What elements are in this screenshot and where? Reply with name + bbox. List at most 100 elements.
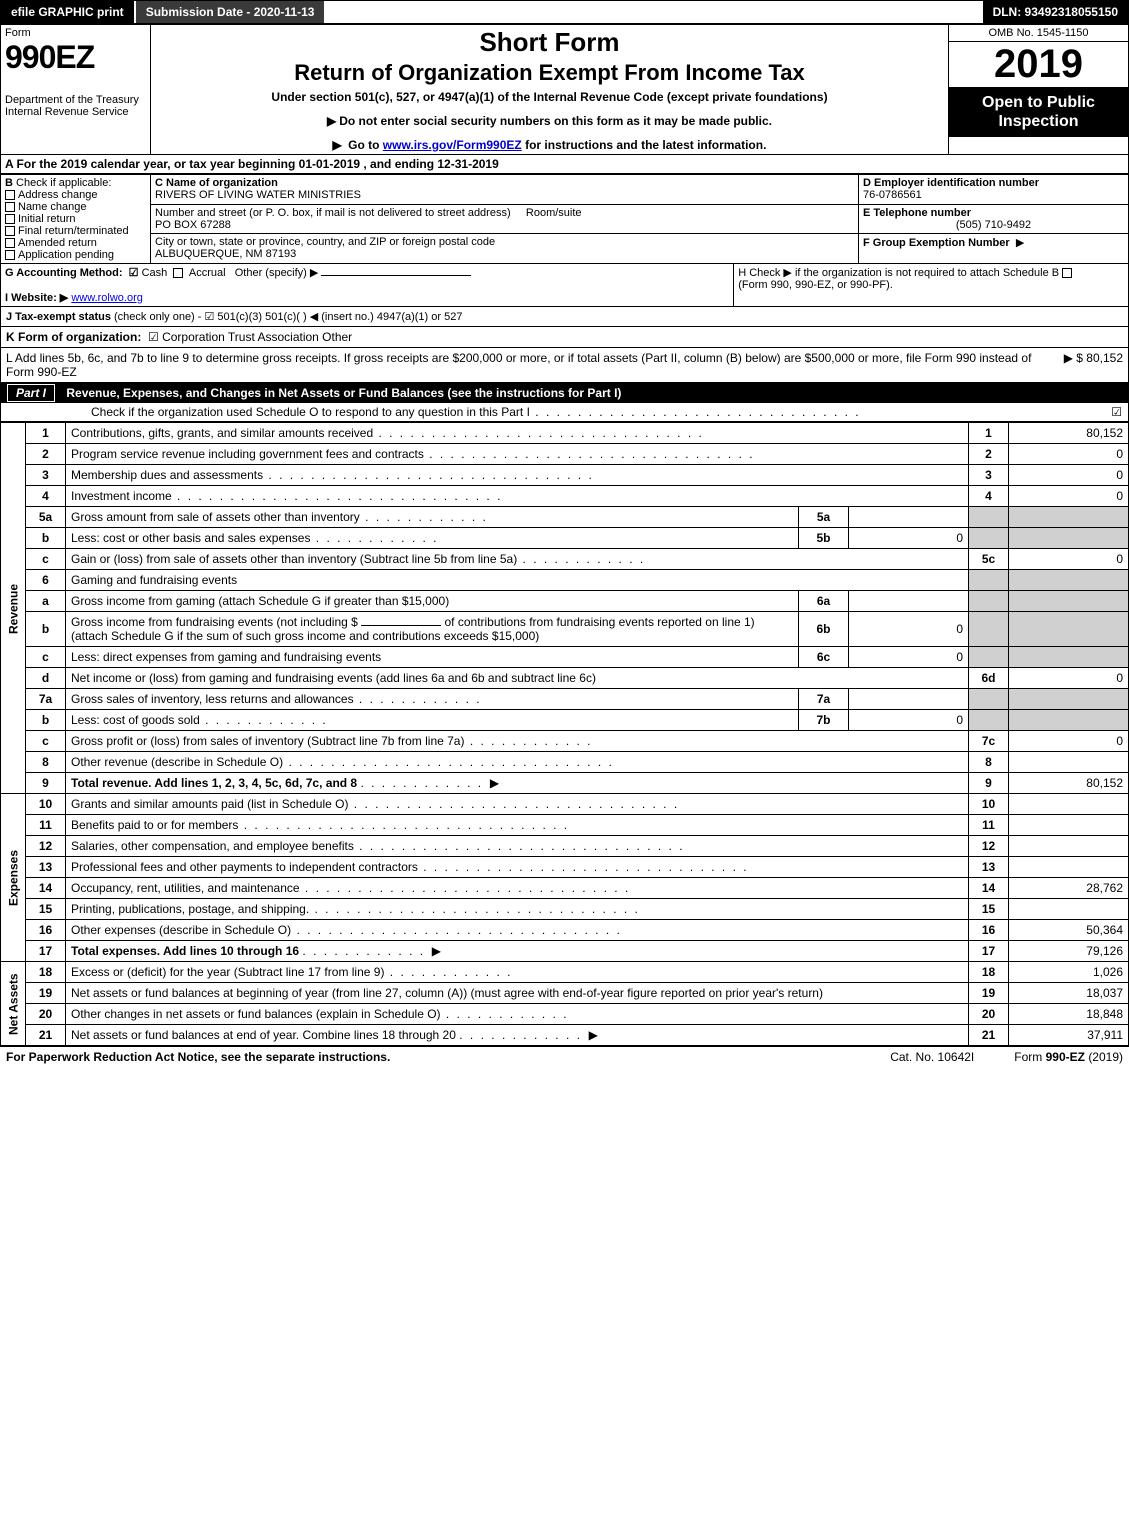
line-17-dots [302,944,425,958]
section-f: F Group Exemption Number ▶ [859,234,1129,264]
phone-value: (505) 710-9492 [863,219,1124,231]
line-16-box: 16 [969,920,1009,941]
line-6b-shade [969,612,1009,647]
row-j: J Tax-exempt status (check only one) - ☑… [0,307,1129,327]
checkbox-amended-return[interactable] [5,238,15,248]
k-text: ☑ Corporation Trust Association Other [148,330,352,344]
b-label: B [5,177,13,189]
line-9-cell: Total revenue. Add lines 1, 2, 3, 4, 5c,… [66,773,969,794]
city-state-zip: ALBUQUERQUE, NM 87193 [155,248,296,260]
line-19-num: 19 [26,983,66,1004]
section-d: D Employer identification number 76-0786… [859,175,1129,205]
opt-name-change: Name change [18,201,87,213]
line-16-amt: 50,364 [1009,920,1129,941]
l-amount: ▶ $ 80,152 [1054,351,1123,379]
line-9-text: Total revenue. Add lines 1, 2, 3, 4, 5c,… [71,776,357,790]
h-sub: (Form 990, 990-EZ, or 990-PF). [738,279,893,291]
opt-amended-return: Amended return [18,237,97,249]
h-checkbox[interactable] [1062,268,1072,278]
arrow-icon [333,138,345,152]
g-accrual: Accrual [189,267,226,279]
efile-print-button[interactable]: efile GRAPHIC print [1,1,136,23]
section-g: G Accounting Method: ☑ Cash Accrual Othe… [1,264,734,307]
line-21-box: 21 [969,1025,1009,1046]
line-21-amt: 37,911 [1009,1025,1129,1046]
k-label: K Form of organization: [6,330,141,344]
line-3-amt: 0 [1009,465,1129,486]
org-name: RIVERS OF LIVING WATER MINISTRIES [155,189,361,201]
line-7b-shade [969,710,1009,731]
line-6b-ibox: 6b [799,612,849,647]
line-5b-iamt: 0 [849,528,969,549]
line-4-text: Investment income [66,486,969,507]
line-20-box: 20 [969,1004,1009,1025]
expenses-label: Expenses [1,794,26,962]
line-19-amt: 18,037 [1009,983,1129,1004]
footer-right-pre: Form [1014,1050,1045,1064]
checkbox-address-change[interactable] [5,190,15,200]
line-7c-text: Gross profit or (loss) from sales of inv… [66,731,969,752]
gh-row: G Accounting Method: ☑ Cash Accrual Othe… [0,264,1129,307]
c-city-label: City or town, state or province, country… [155,236,495,248]
po-box: PO BOX 67288 [155,219,231,231]
part1-check-row: Check if the organization used Schedule … [1,403,1128,421]
line-5c-num: c [26,549,66,570]
line-4-box: 4 [969,486,1009,507]
line-13-amt [1009,857,1129,878]
row-k: K Form of organization: ☑ Corporation Tr… [0,327,1129,348]
g-accrual-check[interactable] [173,268,183,278]
line-6-text: Gaming and fundraising events [66,570,969,591]
line-7a-num: 7a [26,689,66,710]
checkbox-application-pending[interactable] [5,250,15,260]
line-5b-text: Less: cost or other basis and sales expe… [66,528,799,549]
room-label: Room/suite [526,207,582,219]
line-18-amt: 1,026 [1009,962,1129,983]
note-goto: Go to www.irs.gov/Form990EZ for instruct… [155,138,944,152]
line-10-box: 10 [969,794,1009,815]
line-2-box: 2 [969,444,1009,465]
line-6b-blank[interactable] [361,625,441,626]
line-21-text: Net assets or fund balances at end of ye… [71,1028,456,1042]
line-5a-shade2 [1009,507,1129,528]
line-14-amt: 28,762 [1009,878,1129,899]
checkbox-name-change[interactable] [5,202,15,212]
irs-link[interactable]: www.irs.gov/Form990EZ [383,138,522,152]
dept-treasury: Department of the Treasury [5,94,146,106]
opt-address-change: Address change [18,189,98,201]
g-label: G Accounting Method: [5,267,123,279]
line-21-cell: Net assets or fund balances at end of ye… [66,1025,969,1046]
website-link[interactable]: www.rolwo.org [71,292,143,304]
line-6a-num: a [26,591,66,612]
line-7c-num: c [26,731,66,752]
tax-year: 2019 [949,42,1128,87]
line-16-num: 16 [26,920,66,941]
line-9-arrow-icon: ▶ [490,776,499,790]
dept-irs: Internal Revenue Service [5,106,146,118]
part1-label: Part I [7,384,55,402]
line-3-box: 3 [969,465,1009,486]
line-6a-iamt [849,591,969,612]
netassets-label: Net Assets [1,962,26,1046]
line-5b-shade2 [1009,528,1129,549]
footer-right-post: (2019) [1088,1050,1123,1064]
e-label: E Telephone number [863,207,971,219]
line-6b-text1: Gross income from fundraising events (no… [71,615,358,629]
line-20-num: 20 [26,1004,66,1025]
checkbox-initial-return[interactable] [5,214,15,224]
line-7b-num: b [26,710,66,731]
footer-left: For Paperwork Reduction Act Notice, see … [6,1050,850,1064]
title-short-form: Short Form [155,27,944,58]
line-6d-text: Net income or (loss) from gaming and fun… [66,668,969,689]
checkbox-final-return[interactable] [5,226,15,236]
right-column: OMB No. 1545-1150 2019 Open to Public In… [949,25,1129,155]
line-18-num: 18 [26,962,66,983]
g-other-input[interactable] [321,275,471,276]
line-5b-num: b [26,528,66,549]
line-11-amt [1009,815,1129,836]
line-8-text: Other revenue (describe in Schedule O) [66,752,969,773]
line-7a-shade2 [1009,689,1129,710]
line-17-text: Total expenses. Add lines 10 through 16 [71,944,299,958]
line-2-amt: 0 [1009,444,1129,465]
line-5a-iamt [849,507,969,528]
section-c-address: Number and street (or P. O. box, if mail… [151,204,859,234]
